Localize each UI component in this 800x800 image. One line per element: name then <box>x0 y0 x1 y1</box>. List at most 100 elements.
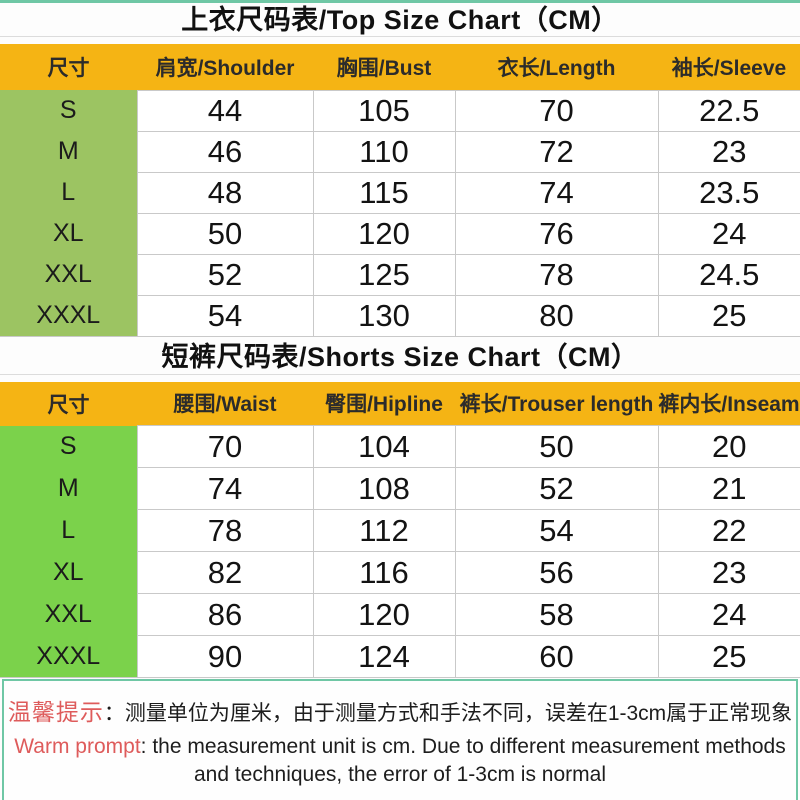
value-cell: 80 <box>454 294 659 337</box>
value-cell: 78 <box>136 509 314 552</box>
value-cell: 86 <box>136 593 314 636</box>
value-cell: 120 <box>312 593 456 636</box>
size-label-cell: XXXL <box>0 635 138 678</box>
table-row: XL 50 120 76 24 <box>0 212 800 255</box>
column-header: 衣长/Length <box>455 44 658 90</box>
header-row: 尺寸 腰围/Waist 臀围/Hipline 裤长/Trouser length 裤内长… <box>0 381 800 426</box>
spacer <box>0 37 800 44</box>
size-label-cell: M <box>0 131 138 172</box>
value-cell: 125 <box>312 253 456 296</box>
column-header: 腰围/Waist <box>137 381 313 426</box>
size-label-cell: XL <box>0 213 138 254</box>
table-row: S 70 104 50 20 <box>0 425 800 468</box>
value-cell: 50 <box>136 212 314 255</box>
value-cell: 110 <box>312 130 456 173</box>
value-cell: 46 <box>136 130 314 173</box>
value-cell: 60 <box>454 635 659 678</box>
header-row: 尺寸 肩宽/Shoulder 胸围/Bust 衣长/Length 袖长/Sleeve <box>0 44 800 90</box>
value-cell: 130 <box>312 294 456 337</box>
value-cell: 115 <box>312 171 456 214</box>
value-cell: 78 <box>454 253 659 296</box>
size-label-cell: L <box>0 509 138 552</box>
value-cell: 25 <box>657 294 800 337</box>
column-header: 裤长/Trouser length <box>455 381 658 426</box>
value-cell: 25 <box>657 635 800 678</box>
warm-prompt-en-label: Warm prompt <box>14 735 141 758</box>
warm-prompt-zh: 温馨提示：测量单位为厘米，由于测量方式和手法不同，误差在1-3cm属于正常现象 <box>4 697 796 729</box>
table-row: XXXL 90 124 60 25 <box>0 635 800 678</box>
value-cell: 124 <box>312 635 456 678</box>
value-cell: 112 <box>312 509 456 552</box>
column-header: 尺寸 <box>0 381 137 426</box>
divider-line <box>0 373 800 375</box>
value-cell: 52 <box>136 253 314 296</box>
value-cell: 24 <box>657 593 800 636</box>
column-header: 肩宽/Shoulder <box>137 44 313 90</box>
warm-prompt-zh-text: ：测量单位为厘米，由于测量方式和手法不同，误差在1-3cm属于正常现象 <box>103 702 793 725</box>
value-cell: 23 <box>657 130 800 173</box>
size-label-cell: XXXL <box>0 295 138 337</box>
shorts-size-table-header: 尺寸 腰围/Waist 臀围/Hipline 裤长/Trouser length 裤内长… <box>0 381 800 426</box>
value-cell: 23.5 <box>657 171 800 214</box>
value-cell: 104 <box>312 425 456 468</box>
table-row: XXL 52 125 78 24.5 <box>0 253 800 296</box>
table-row: L 78 112 54 22 <box>0 509 800 552</box>
size-label-cell: XXL <box>0 593 138 636</box>
top-size-chart-title-text: 上衣尺码表/Top Size Chart（CM） <box>181 5 619 35</box>
value-cell: 24 <box>657 212 800 255</box>
shorts-size-chart-title-text: 短裤尺码表/Shorts Size Chart（CM） <box>161 341 639 372</box>
shorts-size-table: 尺寸 腰围/Waist 臀围/Hipline 裤长/Trouser length 裤内长… <box>0 381 800 678</box>
value-cell: 20 <box>657 425 800 468</box>
top-size-table-header: 尺寸 肩宽/Shoulder 胸围/Bust 衣长/Length 袖长/Sleeve <box>0 44 800 90</box>
value-cell: 21 <box>657 467 800 510</box>
spacer <box>0 375 800 382</box>
value-cell: 70 <box>454 89 659 132</box>
value-cell: 23 <box>657 551 800 594</box>
value-cell: 50 <box>454 425 659 468</box>
value-cell: 44 <box>136 89 314 132</box>
size-label-cell: XXL <box>0 254 138 295</box>
value-cell: 90 <box>136 635 314 678</box>
column-header: 袖长/Sleeve <box>658 44 800 90</box>
value-cell: 116 <box>312 551 456 594</box>
value-cell: 120 <box>312 212 456 255</box>
warm-prompt-box: 温馨提示：测量单位为厘米，由于测量方式和手法不同，误差在1-3cm属于正常现象 … <box>2 679 798 800</box>
warm-prompt-en: Warm prompt: the measurement unit is cm.… <box>10 733 790 789</box>
column-header: 臀围/Hipline <box>313 381 455 426</box>
value-cell: 74 <box>136 467 314 510</box>
size-label-cell: S <box>0 425 138 468</box>
table-row: L 48 115 74 23.5 <box>0 171 800 214</box>
value-cell: 108 <box>312 467 456 510</box>
table-row: M 74 108 52 21 <box>0 467 800 510</box>
value-cell: 24.5 <box>657 253 800 296</box>
top-size-table: 尺寸 肩宽/Shoulder 胸围/Bust 衣长/Length 袖长/Sleeve S… <box>0 44 800 337</box>
value-cell: 54 <box>136 294 314 337</box>
divider-line <box>0 36 800 37</box>
size-label-cell: S <box>0 90 138 131</box>
value-cell: 105 <box>312 89 456 132</box>
value-cell: 22.5 <box>657 89 800 132</box>
table-row: M 46 110 72 23 <box>0 130 800 173</box>
value-cell: 72 <box>454 130 659 173</box>
value-cell: 74 <box>454 171 659 214</box>
table-row: XL 82 116 56 23 <box>0 551 800 594</box>
value-cell: 56 <box>454 551 659 594</box>
value-cell: 54 <box>454 509 659 552</box>
column-header: 裤内长/Inseam <box>658 381 800 426</box>
value-cell: 82 <box>136 551 314 594</box>
value-cell: 52 <box>454 467 659 510</box>
size-label-cell: L <box>0 172 138 213</box>
value-cell: 58 <box>454 593 659 636</box>
warm-prompt-zh-label: 温馨提示 <box>7 699 104 725</box>
size-label-cell: M <box>0 467 138 510</box>
value-cell: 48 <box>136 171 314 214</box>
table-row: XXL 86 120 58 24 <box>0 593 800 636</box>
top-size-chart-title: 上衣尺码表/Top Size Chart（CM） <box>0 3 800 36</box>
column-header: 胸围/Bust <box>313 44 455 90</box>
value-cell: 76 <box>454 212 659 255</box>
table-row: S 44 105 70 22.5 <box>0 89 800 132</box>
shorts-size-chart-title: 短裤尺码表/Shorts Size Chart（CM） <box>0 337 800 374</box>
value-cell: 70 <box>136 425 314 468</box>
column-header: 尺寸 <box>0 44 137 90</box>
